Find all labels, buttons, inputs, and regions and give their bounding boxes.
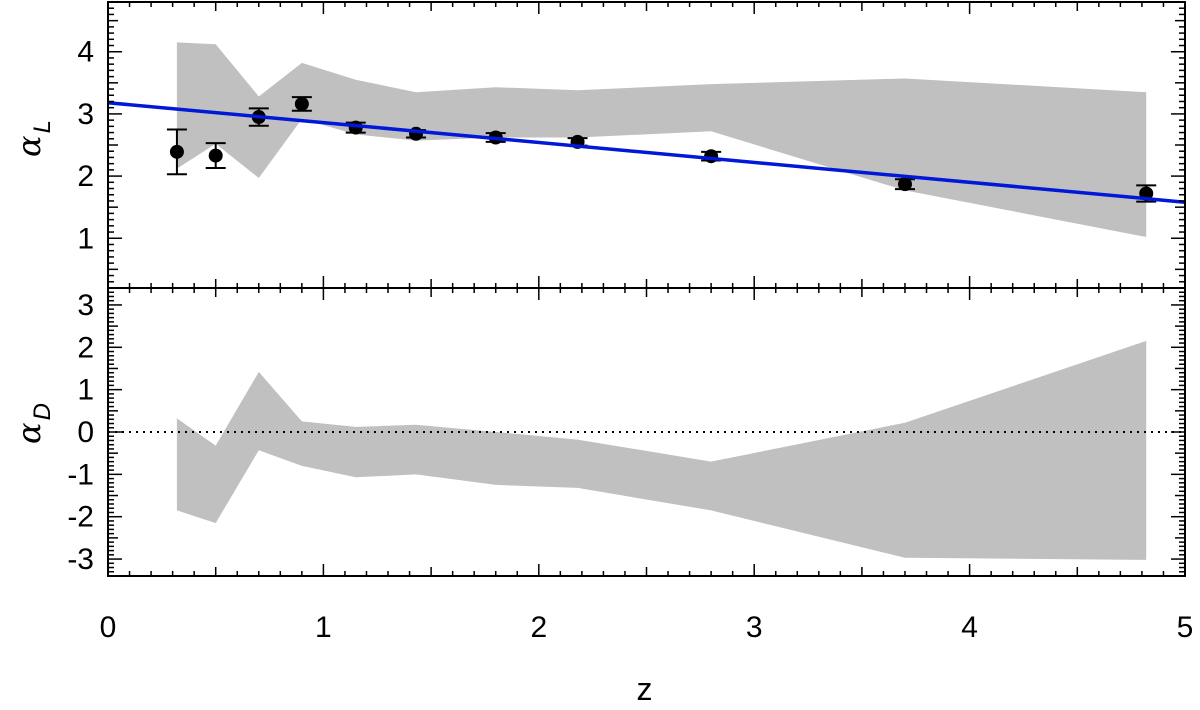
y-tick-label: 2 [77,331,94,364]
x-tick-label: 4 [961,611,978,644]
ylabel-symbol: α [10,422,48,444]
x-axis: 0 1 2 3 4 5 z [100,611,1194,707]
point-marker [704,149,719,164]
top-uncertainty-band [176,42,1147,238]
bottom-ylabel: αD [10,403,56,444]
y-tick-label: 2 [77,160,94,193]
data-point [205,142,226,170]
point-marker [897,177,912,192]
bottom-panel: -3 -2 -1 0 1 2 3 αD [10,287,1186,577]
ylabel-symbol: α [10,135,48,157]
fit-line [108,100,1185,204]
top-ylabel: αL [10,120,56,157]
y-tick-label: -3 [67,543,94,576]
y-tick-label: -2 [67,501,94,534]
ylabel-subscript: L [29,120,56,133]
y-tick-label: 1 [77,222,94,255]
point-marker [169,144,184,159]
x-axis-title: z [637,671,653,707]
x-tick-label: 1 [315,611,332,644]
y-tick-label: -1 [67,458,94,491]
point-marker [409,126,424,141]
point-marker [294,96,309,111]
y-tick-label: 1 [77,374,94,407]
y-tick-label: 3 [77,98,94,131]
point-marker [208,148,223,163]
x-tick-label: 3 [746,611,763,644]
data-point [166,128,187,176]
ylabel-subscript: D [29,403,56,420]
x-tick-label: 2 [530,611,547,644]
top-panel: 1 2 3 4 αL [10,1,1186,289]
y-tick-label: 0 [77,416,94,449]
data-point [291,96,312,112]
data-point [894,177,915,192]
x-tick-label: 5 [1177,611,1194,644]
top-plot-area [108,42,1185,238]
y-tick-label: 4 [77,36,94,69]
y-tick-label: 3 [77,289,94,322]
x-tick-label: 0 [100,611,117,644]
bottom-plot-area [108,340,1185,560]
bottom-uncertainty-band [176,340,1147,560]
